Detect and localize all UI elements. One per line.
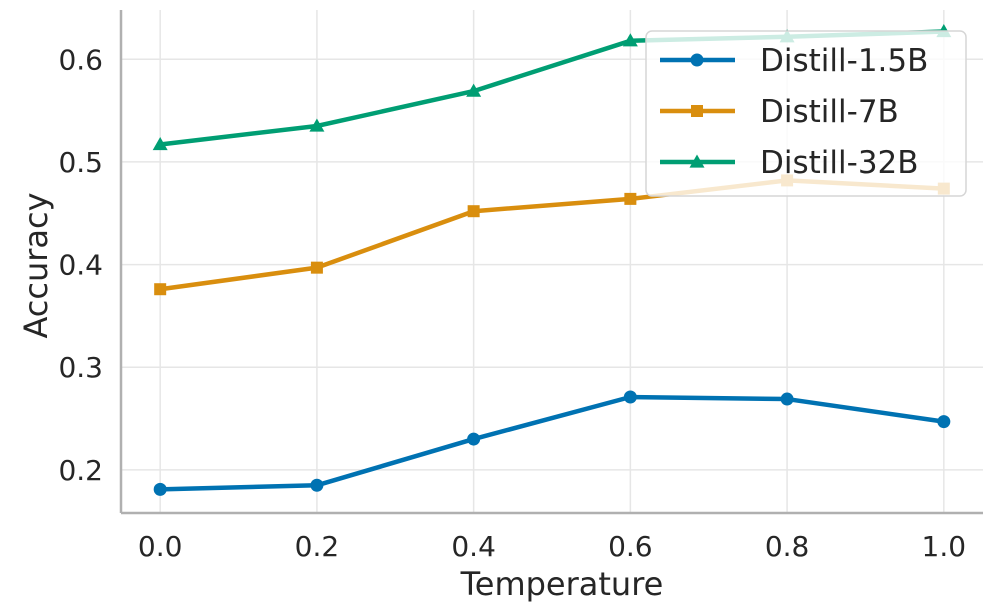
data-point-distill-1-5b <box>623 390 637 404</box>
data-point-distill-1-5b <box>467 432 481 446</box>
series-line-distill-1-5b <box>157 394 947 492</box>
x-axis-title: Temperature <box>460 565 664 603</box>
data-point-distill-32b <box>622 33 638 47</box>
legend-label-distill-1-5b: Distill-1.5B <box>760 43 928 79</box>
series-distill-1-5b <box>153 390 951 496</box>
y-tick-label: 0.6 <box>58 43 103 76</box>
data-point-distill-1-5b <box>310 478 324 492</box>
y-tick-labels: 0.2 0.3 0.4 0.5 0.6 <box>58 43 103 487</box>
x-tick-label: 0.0 <box>138 530 183 563</box>
legend: Distill-1.5B Distill-7B Distill-32B <box>645 30 967 197</box>
y-tick-label: 0.2 <box>58 454 103 487</box>
x-tick-labels: 0.0 0.2 0.4 0.6 0.8 1.0 <box>138 530 966 563</box>
legend-entry-distill-1-5b: Distill-1.5B <box>660 43 928 79</box>
data-point-distill-1-5b <box>153 482 167 496</box>
x-tick-label: 0.2 <box>295 530 340 563</box>
data-point-distill-7b <box>154 283 167 296</box>
data-point-distill-7b <box>624 192 637 205</box>
legend-label-distill-7b: Distill-7B <box>760 94 899 130</box>
data-point-distill-7b <box>467 205 480 218</box>
axes <box>119 10 983 515</box>
x-tick-label: 0.4 <box>451 530 496 563</box>
x-tick-label: 1.0 <box>922 530 967 563</box>
legend-entry-distill-7b: Distill-7B <box>660 94 899 130</box>
y-tick-label: 0.5 <box>58 146 103 179</box>
legend-marker-distill-1-5b <box>690 53 704 67</box>
y-tick-label: 0.3 <box>58 351 103 384</box>
x-tick-label: 0.6 <box>608 530 653 563</box>
legend-label-distill-32b: Distill-32B <box>760 145 919 181</box>
legend-marker-distill-32b <box>689 154 705 168</box>
data-point-distill-1-5b <box>937 415 951 429</box>
legend-marker-distill-7b <box>691 105 703 117</box>
data-point-distill-32b <box>152 136 168 151</box>
data-point-distill-32b <box>309 118 325 132</box>
y-axis-title: Accuracy <box>17 192 55 338</box>
y-tick-label: 0.4 <box>58 249 103 282</box>
data-point-distill-7b <box>310 261 323 274</box>
legend-entry-distill-32b: Distill-32B <box>660 145 919 181</box>
x-tick-label: 0.8 <box>765 530 810 563</box>
data-point-distill-32b <box>466 83 482 97</box>
data-point-distill-1-5b <box>780 392 794 406</box>
legend-box <box>645 30 967 197</box>
